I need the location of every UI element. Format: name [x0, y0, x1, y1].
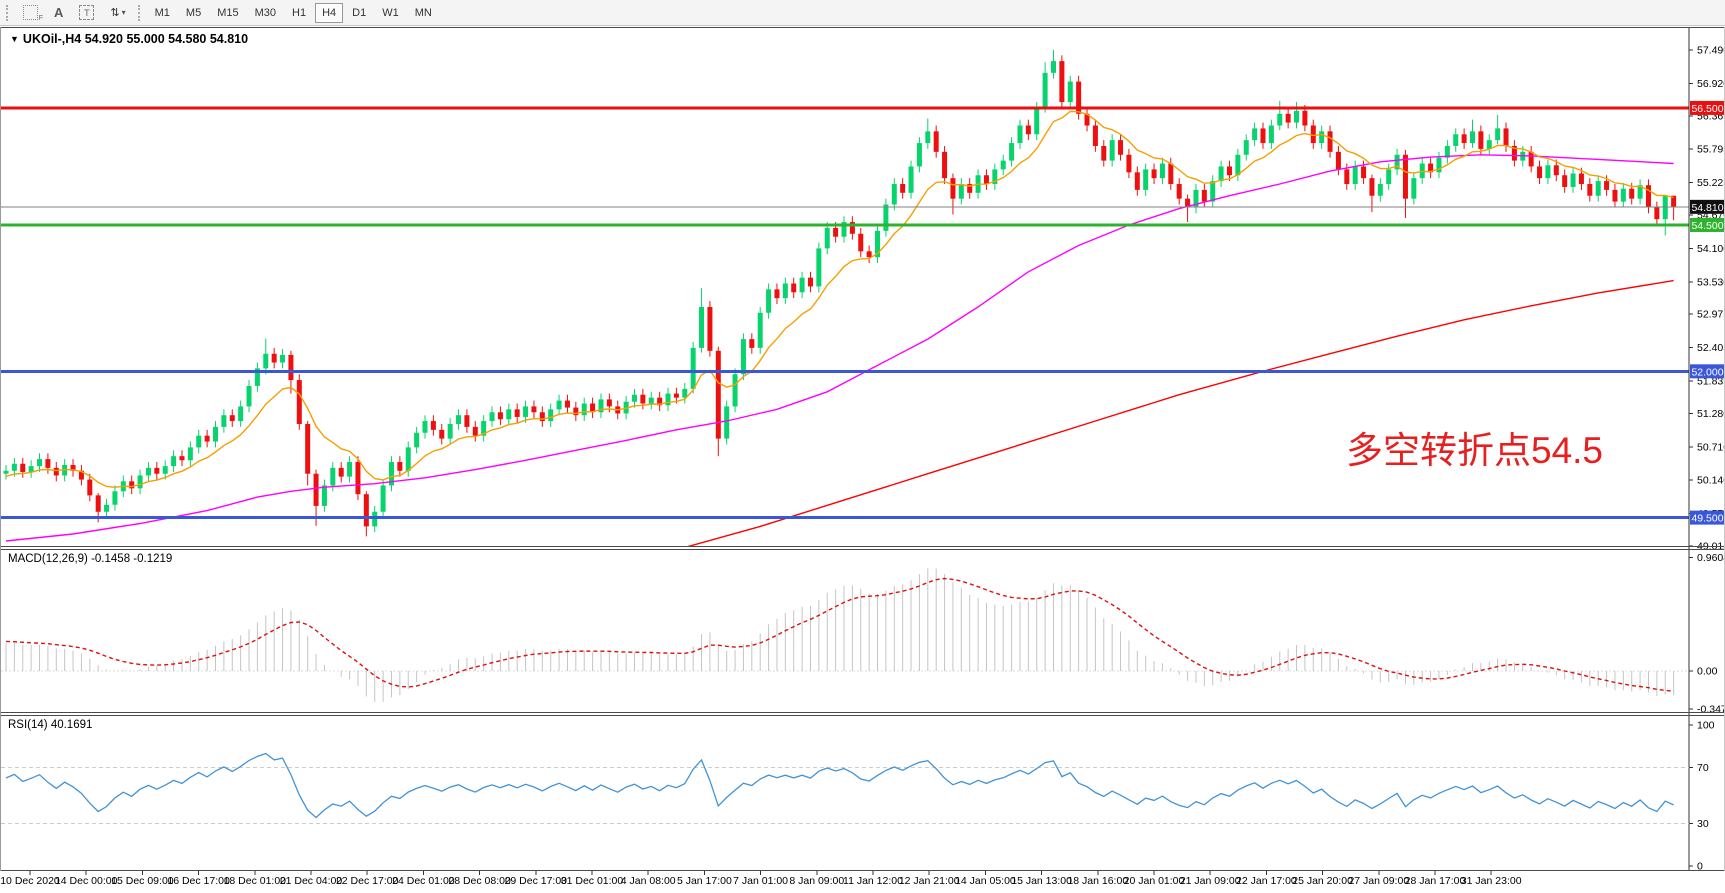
svg-text:-0.3473: -0.3473 [1697, 704, 1725, 716]
chart-canvas[interactable]: 57.49056.92056.36555.79555.22554.67054.1… [0, 26, 1725, 893]
level-lines-layer[interactable] [1, 106, 1689, 520]
tf-button-m30[interactable]: M30 [254, 6, 276, 19]
svg-text:30: 30 [1697, 818, 1709, 830]
grid-f-icon-sub: F [38, 14, 43, 22]
svg-text:55.795: 55.795 [1697, 144, 1725, 156]
svg-text:57.490: 57.490 [1697, 45, 1725, 57]
svg-text:31 Dec 01:00: 31 Dec 01:00 [561, 875, 624, 887]
svg-text:27 Jan 09:00: 27 Jan 09:00 [1348, 875, 1409, 887]
svg-text:12 Jan 21:00: 12 Jan 21:00 [899, 875, 960, 887]
svg-text:51.280: 51.280 [1697, 408, 1725, 420]
svg-text:4 Jan 08:00: 4 Jan 08:00 [621, 875, 676, 887]
svg-text:50.710: 50.710 [1697, 441, 1725, 453]
price-badge-54.500 [1690, 217, 1725, 232]
svg-text:54.100: 54.100 [1697, 243, 1725, 255]
price-badge-49.500 [1690, 510, 1725, 525]
svg-text:54.500: 54.500 [1691, 220, 1723, 232]
svg-text:29 Dec 17:00: 29 Dec 17:00 [505, 875, 568, 887]
svg-text:53.530: 53.530 [1697, 276, 1725, 288]
text-label-icon: A [54, 5, 64, 20]
grid-f-icon[interactable]: F [16, 3, 45, 23]
tf-button-d1[interactable]: D1 [352, 6, 367, 19]
svg-text:14 Dec 00:00: 14 Dec 00:00 [55, 875, 118, 887]
svg-text:16 Dec 17:00: 16 Dec 17:00 [167, 875, 230, 887]
svg-text:55.225: 55.225 [1697, 177, 1725, 189]
chart-area[interactable]: 57.49056.92056.36555.79555.22554.67054.1… [0, 26, 1725, 893]
tf-button-h4[interactable]: H4 [315, 2, 344, 23]
svg-text:0: 0 [1697, 861, 1703, 873]
svg-text:8 Jan 09:00: 8 Jan 09:00 [789, 875, 844, 887]
svg-text:52.975: 52.975 [1697, 309, 1725, 321]
svg-text:50.140: 50.140 [1697, 475, 1725, 487]
chevron-down-icon: ▾ [121, 8, 126, 17]
tf-button-m1[interactable]: M1 [154, 6, 170, 19]
svg-text:22 Jan 17:00: 22 Jan 17:00 [1236, 875, 1297, 887]
toolbar: F A T ⇅ ▾ M1 M5 M15 M30 H1 H4 D1 W1 MN [0, 0, 1725, 26]
svg-text:22 Dec 17:00: 22 Dec 17:00 [336, 875, 399, 887]
price-badge-52.000 [1690, 364, 1725, 379]
macd-pane [1, 568, 1689, 702]
svg-text:7 Jan 01:00: 7 Jan 01:00 [733, 875, 788, 887]
svg-text:100: 100 [1697, 720, 1715, 732]
arrows-tool-button[interactable]: ⇅ ▾ [103, 3, 132, 23]
svg-text:20 Jan 01:00: 20 Jan 01:00 [1124, 875, 1185, 887]
toolbar-grip[interactable] [6, 4, 11, 21]
text-box-button[interactable]: T [72, 3, 101, 23]
svg-text:28 Jan 17:00: 28 Jan 17:00 [1405, 875, 1466, 887]
tf-button-h1[interactable]: H1 [292, 6, 307, 19]
text-label-button[interactable]: A [47, 3, 70, 23]
toolbar-grip-2[interactable] [137, 4, 143, 21]
svg-text:5 Jan 17:00: 5 Jan 17:00 [677, 875, 732, 887]
svg-text:18 Dec 01:00: 18 Dec 01:00 [224, 875, 287, 887]
tf-button-m15[interactable]: M15 [217, 6, 239, 19]
svg-text:14 Jan 05:00: 14 Jan 05:00 [955, 875, 1016, 887]
svg-text:25 Jan 20:00: 25 Jan 20:00 [1292, 875, 1353, 887]
svg-text:56.920: 56.920 [1697, 78, 1725, 90]
tf-button-w1[interactable]: W1 [382, 6, 399, 19]
tf-button-mn[interactable]: MN [414, 6, 432, 19]
svg-text:51.835: 51.835 [1697, 375, 1725, 387]
rsi-axis: 100 70 30 0 [1689, 720, 1715, 873]
svg-text:0.00: 0.00 [1697, 666, 1718, 678]
svg-text:54.810: 54.810 [1691, 202, 1723, 214]
grid-f-icon-box [23, 5, 38, 20]
svg-text:21 Dec 04:00: 21 Dec 04:00 [280, 875, 343, 887]
svg-text:52.405: 52.405 [1697, 342, 1725, 354]
price-badge-56.500 [1690, 100, 1725, 115]
price-axis: 57.49056.92056.36555.79555.22554.67054.1… [1688, 27, 1725, 871]
svg-text:56.500: 56.500 [1691, 103, 1723, 115]
price-badge-54.810 [1690, 199, 1725, 214]
svg-text:24 Dec 01:00: 24 Dec 01:00 [392, 875, 455, 887]
svg-text:31 Jan 23:00: 31 Jan 23:00 [1461, 875, 1522, 887]
svg-text:18 Jan 16:00: 18 Jan 16:00 [1067, 875, 1128, 887]
svg-text:11 Jan 12:00: 11 Jan 12:00 [843, 875, 903, 887]
moving-averages-layer [5, 110, 1674, 546]
arrows-tool-icon: ⇅ [110, 7, 120, 19]
rsi-pane [1, 752, 1689, 825]
svg-text:0.9604: 0.9604 [1697, 552, 1725, 564]
tf-button-m5[interactable]: M5 [185, 6, 202, 19]
svg-text:70: 70 [1697, 762, 1709, 774]
svg-text:52.000: 52.000 [1691, 366, 1723, 378]
svg-text:10 Dec 2020: 10 Dec 2020 [0, 875, 60, 887]
text-box-icon: T [79, 5, 95, 20]
svg-text:49.500: 49.500 [1691, 513, 1723, 525]
svg-text:15 Jan 13:00: 15 Jan 13:00 [1011, 875, 1072, 887]
svg-text:15 Dec 09:00: 15 Dec 09:00 [111, 875, 174, 887]
svg-text:28 Dec 08:00: 28 Dec 08:00 [448, 875, 511, 887]
svg-text:21 Jan 09:00: 21 Jan 09:00 [1180, 875, 1241, 887]
